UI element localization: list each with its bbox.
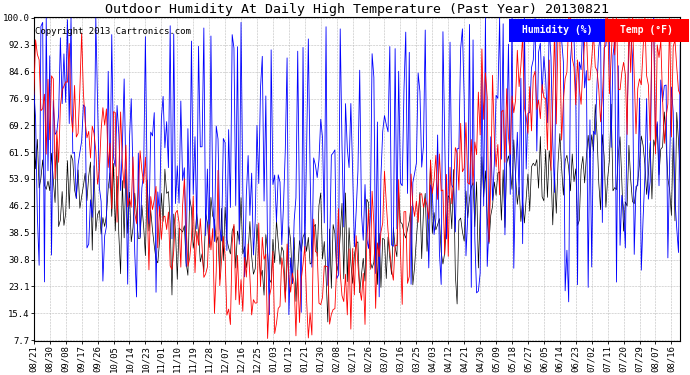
Title: Outdoor Humidity At Daily High Temperature (Past Year) 20130821: Outdoor Humidity At Daily High Temperatu… (105, 3, 609, 16)
Bar (604, 19, 689, 42)
Text: Temp (°F): Temp (°F) (620, 25, 673, 35)
Bar (509, 19, 604, 42)
Text: Copyright 2013 Cartronics.com: Copyright 2013 Cartronics.com (35, 27, 191, 36)
Text: Humidity (%): Humidity (%) (522, 25, 592, 35)
